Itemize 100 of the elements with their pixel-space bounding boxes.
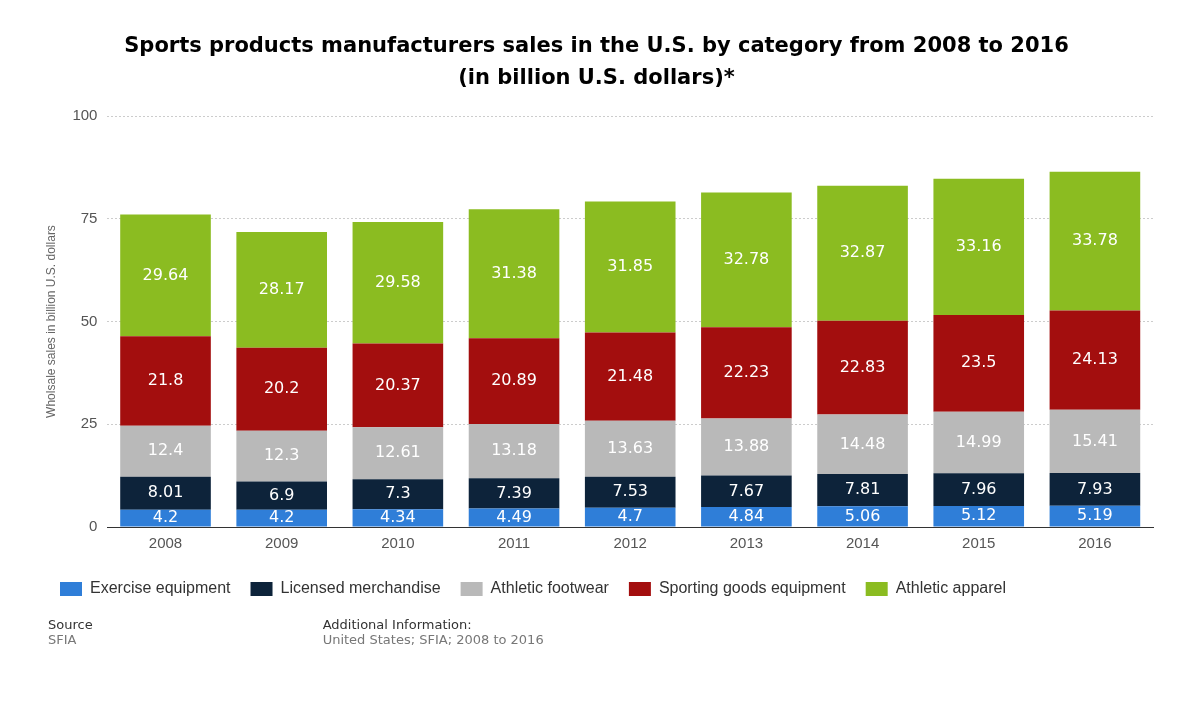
bar [236,481,327,510]
data-label: 5.06 [844,505,881,525]
bar [120,476,211,510]
data-label: 4.2 [268,507,295,527]
data-label: 13.63 [607,437,654,457]
data-label: 22.23 [723,362,770,382]
bar [120,214,211,337]
bar [817,474,908,507]
text: SFIA [48,632,78,647]
x-tick-label: 2012 [613,534,647,552]
chart-title: Sports products manufacturers sales in the U.S. by category from 2008 to 2016 (in billion U.S. dollars)* [123,32,1070,91]
data-label: 7.53 [612,481,649,501]
data-label: 14.99 [955,431,1002,451]
text: United States; SFIA; 2008 to 2016 [322,632,544,647]
bar [468,424,560,479]
legend-label: Athletic apparel [895,579,1006,597]
bar [584,476,676,508]
legend-label: Exercise equipment [90,579,232,597]
text: Additional Information: [322,617,473,632]
data-label: 7.67 [728,480,765,500]
x-tick-label: 2011 [497,534,531,552]
bar [352,343,444,428]
data-label: 14.48 [839,433,886,453]
bar [352,509,444,527]
data-label: 22.83 [839,356,886,376]
bar [933,505,1025,527]
legend-label: Athletic footwear [490,579,610,597]
bar [236,347,327,431]
bar [933,178,1025,316]
data-label: 7.93 [1077,478,1113,498]
data-label: 6.9 [268,484,295,504]
data-label: 4.34 [380,506,416,526]
bar [933,411,1025,474]
bar [468,338,560,424]
data-label: 7.39 [496,482,532,502]
x-tick-label: 2009 [265,534,299,552]
bar [701,507,792,527]
bar [236,430,327,482]
y-tick-label: 100 [72,106,98,124]
data-label: 21.8 [147,370,184,390]
data-label: 20.89 [491,370,537,390]
bar [468,478,560,509]
data-label: 20.2 [263,378,300,398]
data-label: 24.13 [1072,349,1118,369]
data-label: 4.7 [617,506,643,526]
x-tick-label: 2015 [962,534,996,552]
data-label: 4.84 [728,505,765,525]
x-tick-label: 2008 [148,534,183,552]
bar [120,336,211,426]
data-label: 15.41 [1072,430,1118,450]
text: Source [48,617,93,632]
bar [933,315,1025,412]
x-tick-label: 2010 [381,534,415,552]
data-label: 29.58 [374,271,421,291]
data-label: 21.48 [607,365,654,385]
bar [584,332,676,421]
bar [120,509,211,527]
bar [584,420,676,477]
bar [584,507,676,527]
data-label: 5.19 [1077,505,1113,525]
data-label: 28.17 [258,279,305,299]
data-label: 31.38 [491,262,537,282]
bar [352,427,444,480]
bar [1049,409,1141,474]
bar [584,201,676,333]
data-label: 13.18 [491,440,537,460]
data-label: 29.64 [142,264,189,284]
data-label: 32.78 [723,248,770,268]
y-axis-title: Wholsale sales in billion U.S. dollars [43,225,58,418]
bar [352,222,444,344]
bar [817,506,908,527]
data-label: 5.12 [960,505,997,525]
data-label: 20.37 [374,374,421,394]
bar [701,475,792,508]
legend-label: Sporting goods equipment [658,579,847,597]
bar [1049,505,1141,527]
data-label: 7.81 [844,479,881,499]
data-label: 7.3 [385,483,411,503]
data-label: 23.5 [960,352,997,372]
y-tick-label: 50 [80,311,98,329]
bar [817,185,908,321]
bar [817,320,908,415]
x-tick-label: 2013 [729,534,764,552]
y-tick-label: 0 [89,517,98,535]
data-label: 13.88 [723,436,770,456]
data-label: 33.78 [1072,230,1118,250]
bar [817,414,908,475]
bar [468,209,560,339]
bar [1049,171,1141,311]
bar [701,327,792,419]
bar [701,192,792,328]
data-label: 12.61 [374,442,421,462]
y-tick-label: 75 [80,208,98,226]
bar [236,509,327,527]
data-label: 4.2 [152,507,179,527]
bar [352,479,444,510]
data-label: 12.3 [263,445,300,465]
x-tick-label: 2016 [1078,534,1112,552]
bar [120,425,211,477]
data-label: 33.16 [955,236,1002,256]
